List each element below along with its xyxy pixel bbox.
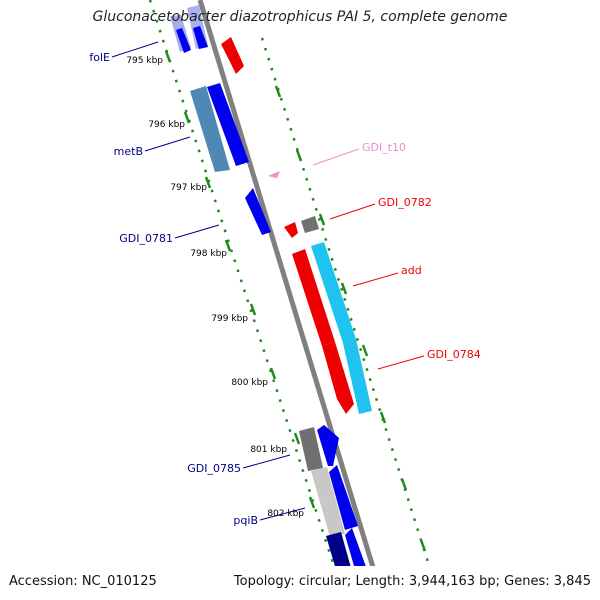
accession-text: Accession: NC_010125 <box>9 574 157 589</box>
gene-add-cyan <box>311 242 356 343</box>
tick-dashes <box>164 50 427 552</box>
gene-label-pqiB: pqiB <box>233 514 258 527</box>
gene-GDI-0785-blue <box>317 425 339 466</box>
gene-add <box>292 249 335 346</box>
gene-pqiB-blue <box>329 465 358 530</box>
tick-label-798: 798 kbp <box>190 249 227 259</box>
gene-left-top-2b <box>193 26 208 49</box>
gene-label-GDI-0782: GDI_0782 <box>378 196 432 209</box>
guide-line-outer-right <box>260 37 431 566</box>
label-leaders <box>111 41 425 521</box>
gene-pqiB-lightgray <box>311 467 345 537</box>
tick-label-802: 802 kbp <box>267 509 304 519</box>
tick-label-797: 797 kbp <box>170 183 207 193</box>
gene-label-metB: metB <box>114 145 143 158</box>
gene-folE <box>176 28 191 53</box>
guide-line-outer-left <box>148 0 336 566</box>
gene-label-GDI-0785: GDI_0785 <box>187 462 241 475</box>
gene-label-folE: folE <box>89 51 110 64</box>
gene-GDI-t10 <box>268 171 280 178</box>
tick-label-800: 800 kbp <box>231 378 268 388</box>
gene-metB-steel <box>190 86 230 172</box>
gene-label-add: add <box>401 264 422 277</box>
gene-GDI-0784-red <box>322 342 354 414</box>
gene-GDI-0784-cyan <box>343 339 372 414</box>
gene-label-GDI-t10: GDI_t10 <box>362 141 406 154</box>
gene-bottom-blue <box>345 528 366 566</box>
map-title: Gluconacetobacter diazotrophicus PAI 5, … <box>92 9 508 25</box>
genome-backbone <box>197 0 376 566</box>
gene-bottom-navy <box>326 532 351 566</box>
gene-metB <box>207 83 249 166</box>
tick-label-796: 796 kbp <box>148 120 185 130</box>
gene-label-GDI-0784: GDI_0784 <box>427 348 481 361</box>
gene-GDI-0785-gray <box>299 427 323 471</box>
tick-label-795: 795 kbp <box>126 56 163 66</box>
tick-label-799: 799 kbp <box>211 314 248 324</box>
gene-label-GDI-0781: GDI_0781 <box>119 232 173 245</box>
topology-text: Topology: circular; Length: 3,944,163 bp… <box>233 574 591 589</box>
tick-label-801: 801 kbp <box>250 445 287 455</box>
gene-GDI-0782-gray <box>301 216 319 233</box>
gene-GDI-0781 <box>245 188 271 235</box>
gene-GDI-0782-red <box>284 222 298 238</box>
gene-top-red <box>221 37 244 74</box>
